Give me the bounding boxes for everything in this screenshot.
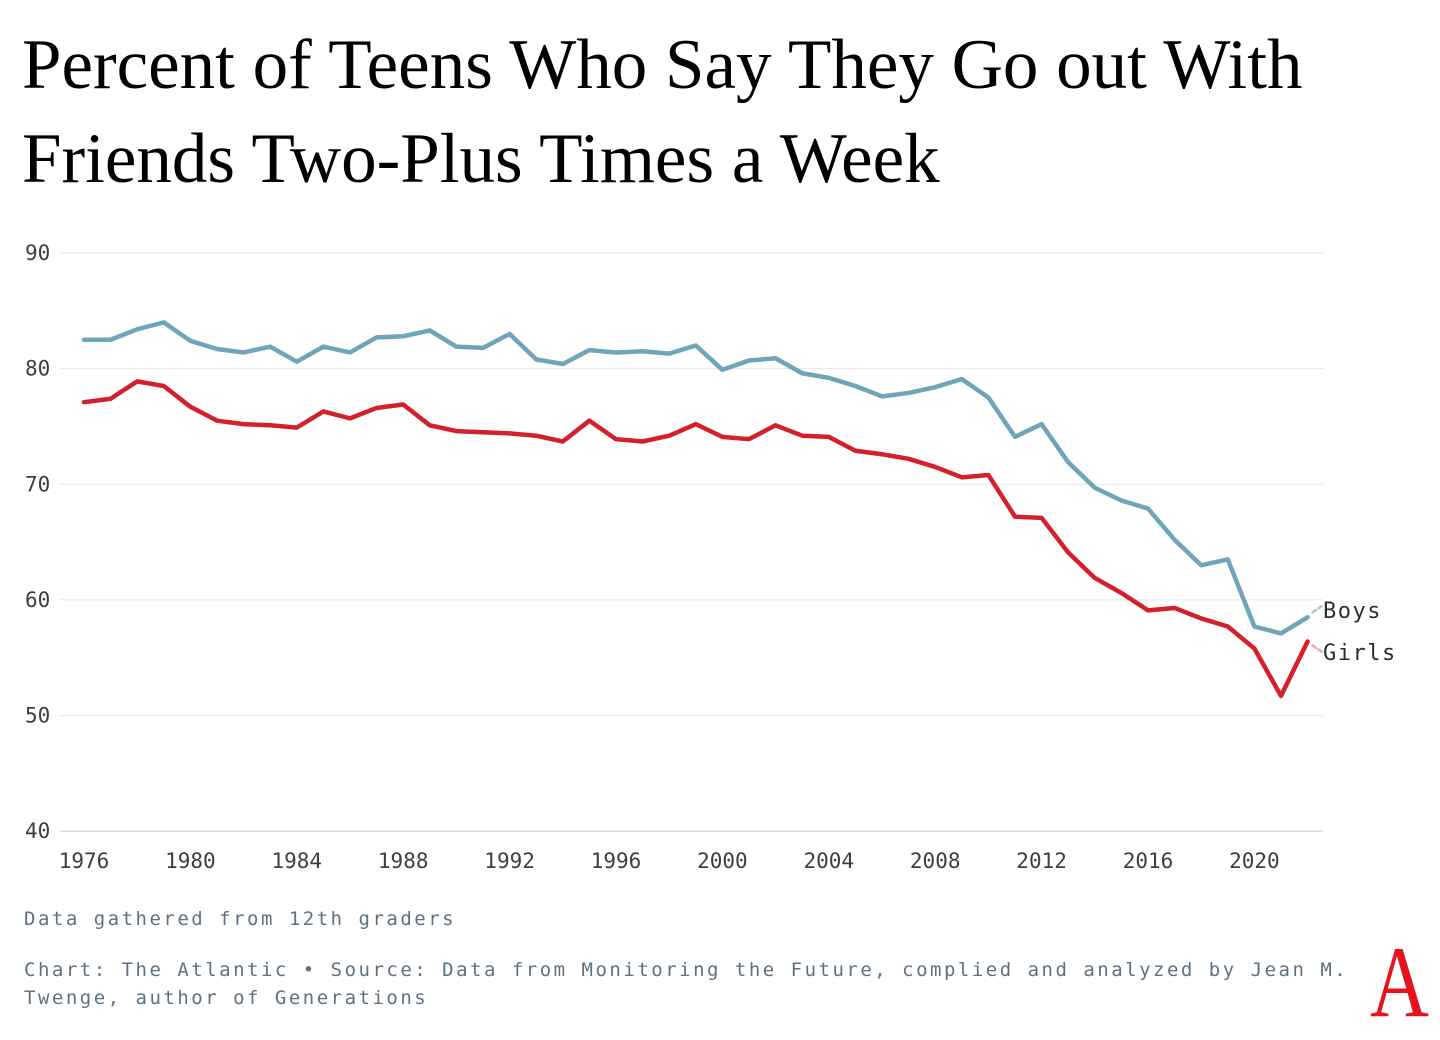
x-axis-label-2020: 2020 <box>1229 849 1280 873</box>
x-axis-label-2004: 2004 <box>804 849 855 873</box>
y-axis-label-90: 90 <box>25 241 50 265</box>
series-label-boys: Boys <box>1323 599 1382 624</box>
x-axis-label-1992: 1992 <box>484 849 535 873</box>
leader-dash-boys <box>1311 605 1323 614</box>
chart-title: Percent of Teens Who Say They Go out Wit… <box>22 18 1303 206</box>
y-axis-label-80: 80 <box>25 357 50 381</box>
x-axis-label-1988: 1988 <box>378 849 429 873</box>
x-axis-label-2016: 2016 <box>1123 849 1174 873</box>
y-axis-label-50: 50 <box>25 704 50 728</box>
x-axis-label-1976: 1976 <box>59 849 110 873</box>
atlantic-a-logo-icon: A <box>1370 926 1429 1039</box>
x-axis-label-1980: 1980 <box>165 849 216 873</box>
chart-source-credit: Chart: The Atlantic • Source: Data from … <box>24 959 1349 1009</box>
y-axis-label-70: 70 <box>25 472 50 496</box>
chart-title-line1: Percent of Teens Who Say They Go out Wit… <box>22 26 1303 104</box>
series-line-boys <box>81 320 1310 636</box>
x-axis-label-1984: 1984 <box>272 849 323 873</box>
x-axis-label-2000: 2000 <box>697 849 748 873</box>
y-axis-label-40: 40 <box>25 819 50 843</box>
x-axis-label-2008: 2008 <box>910 849 961 873</box>
x-axis-label-2012: 2012 <box>1016 849 1067 873</box>
series-label-girls: Girls <box>1323 641 1397 666</box>
y-axis-label-60: 60 <box>25 588 50 612</box>
series-line-girls <box>81 379 1310 699</box>
leader-dash-girls <box>1311 644 1323 653</box>
chart-title-line2: Friends Two-Plus Times a Week <box>22 120 940 198</box>
x-axis-label-1996: 1996 <box>591 849 642 873</box>
chart-footnote: Data gathered from 12th graders <box>24 908 457 930</box>
